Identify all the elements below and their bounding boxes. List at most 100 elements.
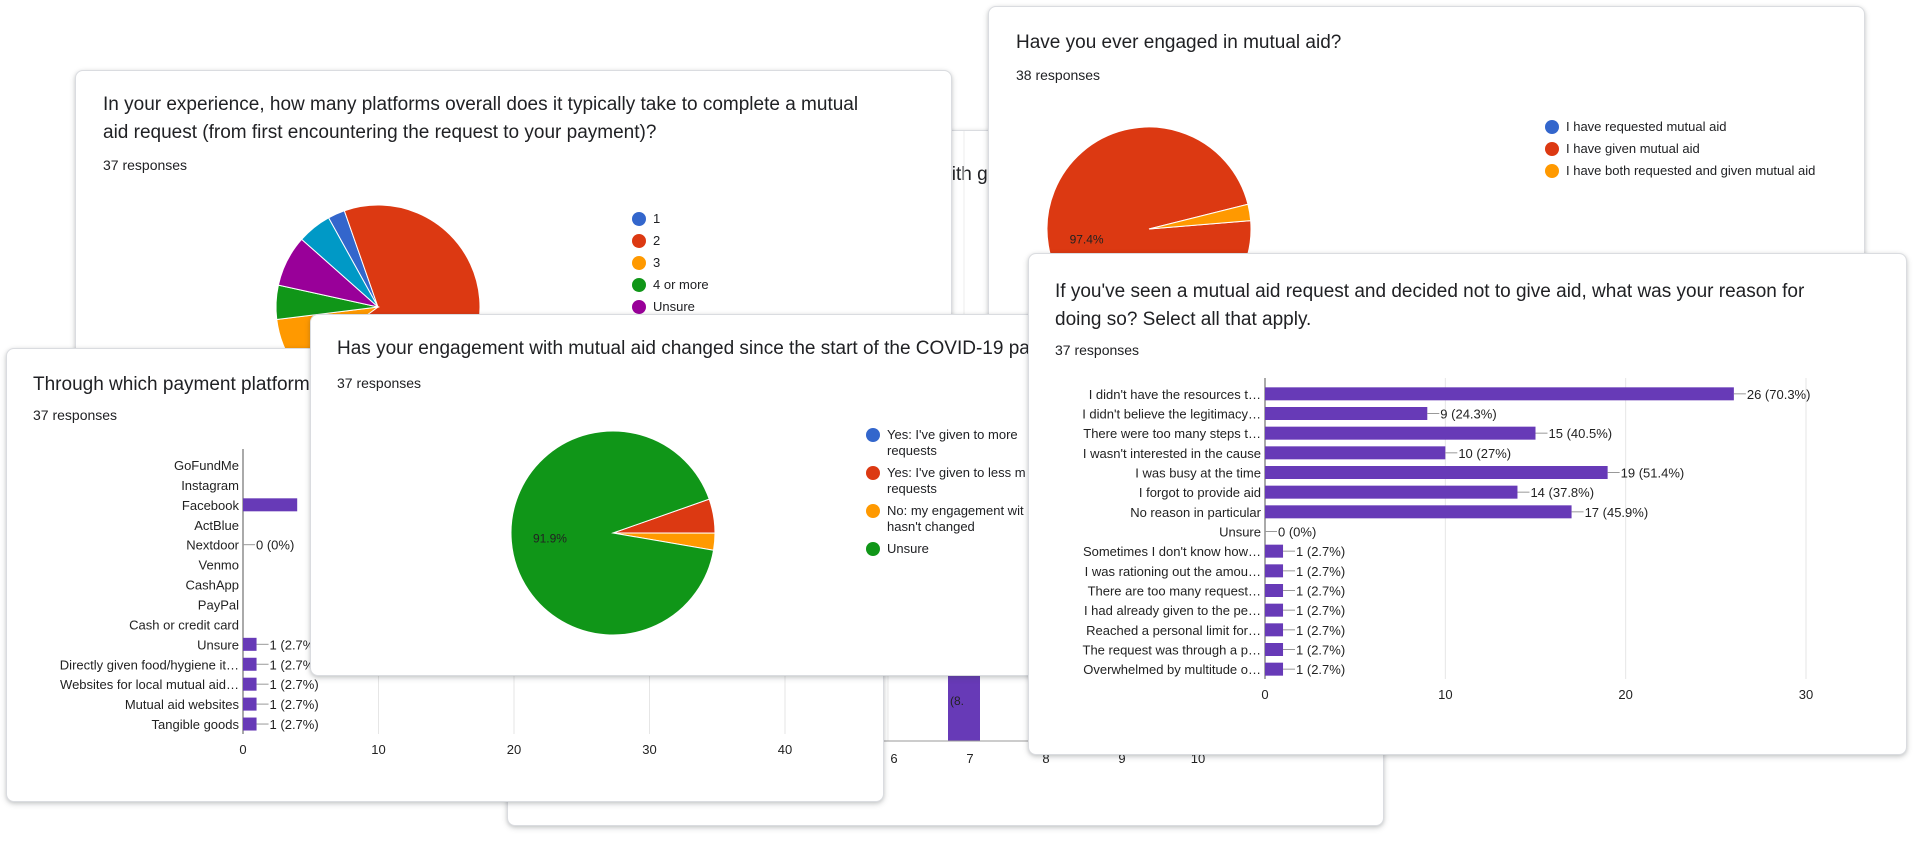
data-label: 19 (51.4%) — [1621, 466, 1685, 481]
data-label: 1 (2.7% — [270, 657, 315, 672]
legend-swatch — [1545, 164, 1559, 178]
bar — [1265, 603, 1284, 617]
legend-swatch — [866, 504, 880, 518]
data-label: 1 (2.7% — [270, 637, 315, 652]
bar — [1265, 544, 1284, 558]
card-f-chart: 0 10 20 30 I didn't have the resources t… 26 … — [1082, 378, 1813, 702]
data-label: 17 (45.9%) — [1585, 505, 1649, 520]
bar — [243, 677, 257, 691]
x-tick-label: 10 — [371, 742, 385, 757]
legend-swatch — [632, 234, 646, 248]
bar — [243, 717, 257, 731]
category-label: No reason in particular — [1130, 505, 1261, 520]
card-e-slice-label: 91.9% — [533, 531, 567, 545]
category-label: Cash or credit card — [129, 617, 239, 632]
legend-label: 4 or more — [653, 277, 709, 292]
data-label: 14 (37.8%) — [1530, 485, 1594, 500]
data-label: 1 (2.7%) — [1296, 584, 1345, 599]
x-tick-label: 30 — [642, 742, 656, 757]
legend-label: No: my engagement wit hasn't changed — [887, 503, 1024, 534]
category-label: There were too many steps t… — [1083, 426, 1261, 441]
card-f-responses: 37 responses — [1055, 342, 1140, 358]
legend-label: 2 — [653, 233, 661, 248]
category-label: I was busy at the time — [1135, 466, 1261, 481]
category-label: I wasn't interested in the cause — [1083, 446, 1261, 461]
data-label: 1 (2.7%) — [1296, 623, 1345, 638]
chart-card-e: Has your engagement with mutual aid chan… — [310, 314, 1072, 676]
category-label: I forgot to provide aid — [1139, 485, 1261, 500]
bar — [1265, 426, 1536, 440]
data-label: 1 (2.7%) — [270, 717, 319, 732]
card-e-legend-item: Yes: I've given to less m requests — [866, 465, 1036, 497]
legend-swatch — [632, 256, 646, 270]
legend-label: I have given mutual aid — [1566, 141, 1700, 156]
card-b-legend-item: I have requested mutual aid — [1545, 119, 1830, 135]
legend-label: 3 — [653, 255, 661, 270]
card-b-legend: I have requested mutual aid I have given … — [1545, 119, 1830, 185]
bar — [1265, 584, 1284, 597]
card-b-slice — [1148, 203, 1252, 230]
card-e-responses: 37 responses — [337, 375, 422, 391]
legend-swatch — [866, 428, 880, 442]
data-label: 1 (2.7%) — [1296, 603, 1345, 618]
card-b-slice-label: 97.4% — [1070, 232, 1104, 246]
card-a-title: In your experience, how many platforms o… — [103, 94, 859, 143]
bar — [1265, 662, 1284, 676]
legend-label: Yes: I've given to less m requests — [887, 465, 1026, 496]
category-label: I didn't have the resources t… — [1089, 387, 1261, 402]
category-label: The request was through a p… — [1083, 643, 1262, 658]
card-b-legend-item: I have both requested and given mutual a… — [1545, 163, 1830, 179]
bar — [1265, 407, 1428, 420]
x-tick-label: 20 — [1618, 687, 1632, 702]
card-b-legend-item: I have given mutual aid — [1545, 141, 1830, 157]
card-e-chart: 91.9% — [510, 430, 716, 636]
card-d-responses: 37 responses — [33, 407, 118, 423]
x-tick-label: 40 — [778, 742, 792, 757]
legend-label: Yes: I've given to more requests — [887, 427, 1018, 458]
data-label: 1 (2.7%) — [270, 677, 319, 692]
data-label: 1 (2.7%) — [1296, 544, 1345, 559]
card-e-slice — [510, 430, 715, 636]
data-label: 10 (27%) — [1458, 446, 1511, 461]
x-tick-label: 6 — [890, 751, 897, 766]
card-e-legend-item: No: my engagement wit hasn't changed — [866, 503, 1036, 535]
legend-swatch — [632, 212, 646, 226]
legend-label: I have requested mutual aid — [1566, 119, 1727, 134]
card-a-responses: 37 responses — [103, 157, 188, 173]
legend-swatch — [632, 278, 646, 292]
bar — [1265, 466, 1608, 479]
legend-label: 1 — [653, 211, 661, 226]
category-label: Tangible goods — [152, 717, 240, 732]
data-label: 0 (0%) — [256, 538, 294, 553]
card-a-legend-item: 1 — [632, 211, 832, 227]
x-tick-label: 9 — [1118, 751, 1125, 766]
data-label: 1 (2.7%) — [1296, 643, 1345, 658]
category-label: I didn't believe the legitimacy… — [1082, 407, 1261, 422]
category-label: Mutual aid websites — [125, 697, 240, 712]
card-b-title: Have you ever engaged in mutual aid? — [1016, 32, 1342, 53]
data-label: (8. — [950, 694, 964, 708]
category-label: I was rationing out the amou… — [1085, 564, 1261, 579]
card-a-legend: 1 2 3 4 or more Unsure — [632, 211, 832, 321]
x-tick-label: 8 — [1042, 751, 1049, 766]
x-tick-label: 20 — [507, 742, 521, 757]
category-label: Unsure — [197, 637, 239, 652]
data-label: 9 (24.3%) — [1440, 407, 1496, 422]
card-a-legend-item: Unsure — [632, 299, 832, 315]
category-label: CashApp — [186, 578, 239, 593]
card-e-legend: Yes: I've given to more requests Yes: I'v… — [866, 427, 1036, 563]
category-label: Overwhelmed by multitude o… — [1083, 662, 1261, 677]
category-label: Sometimes I don't know how… — [1083, 544, 1261, 559]
category-label: Unsure — [1219, 525, 1261, 540]
legend-swatch — [632, 300, 646, 314]
legend-swatch — [1545, 120, 1559, 134]
card-e-legend-item: Yes: I've given to more requests — [866, 427, 1036, 459]
card-a-slice — [300, 217, 379, 308]
bar — [1265, 446, 1446, 460]
bar — [243, 498, 298, 512]
category-label: PayPal — [198, 597, 239, 612]
card-e-legend-item: Unsure — [866, 541, 1036, 557]
category-label: Instagram — [181, 478, 239, 493]
card-e-title: Has your engagement with mutual aid chan… — [337, 338, 1041, 359]
x-tick-label: 10 — [1438, 687, 1452, 702]
